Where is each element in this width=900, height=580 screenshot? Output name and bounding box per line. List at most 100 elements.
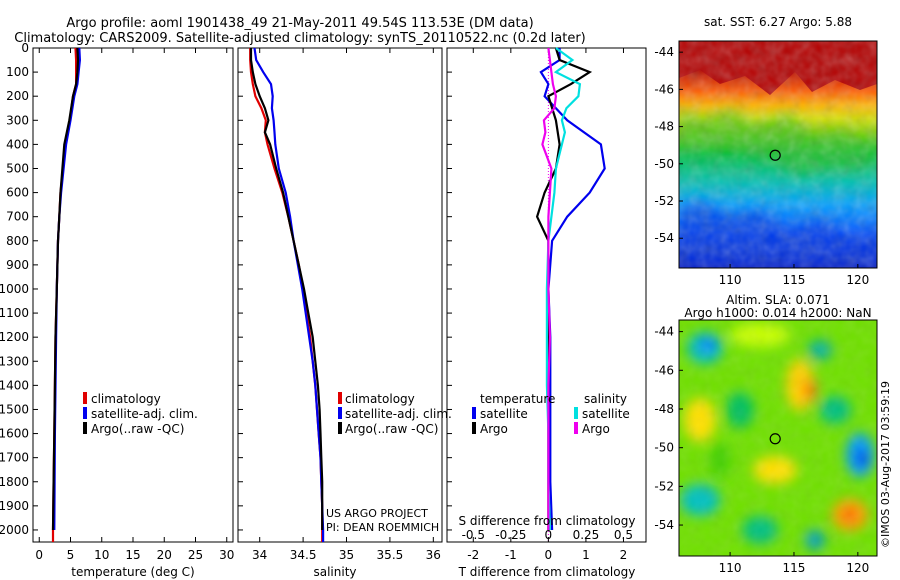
diff-legend-title-salinity: salinity	[584, 392, 627, 406]
temperature-y-ticks: 0 100 200 300 400 500 600 700 800 900 1000 1100 1200…	[0, 41, 38, 537]
difference-s-label: S difference from climatology	[459, 514, 636, 528]
salinity-panel: 34 34.5 35 35.5 36 salinity climatology sate…	[237, 47, 452, 579]
temperature-panel-line-1	[53, 47, 82, 531]
temp-x-tick-label-0: 0	[35, 548, 43, 562]
temperature-series	[51, 47, 82, 542]
temp-x-tick-label-2: 10	[94, 548, 109, 562]
temp-legend-swatch-argo	[83, 422, 87, 434]
sst-lat-tick-label-1: -46	[654, 82, 674, 96]
sla-lat-tick-label-1: -46	[654, 363, 674, 377]
sst-lat-tick-label-4: -52	[654, 194, 674, 208]
sst-map-image	[679, 41, 877, 268]
temperature-x-label: temperature (deg C)	[71, 565, 194, 579]
sst-lon-tick-label-1: 115	[783, 273, 806, 287]
depth-tick-label-15: 1500	[0, 402, 29, 416]
diff-x-tick-label-1: -1	[505, 548, 517, 562]
depth-tick-label-11: 1100	[0, 306, 29, 320]
depth-tick-label-16: 1600	[0, 427, 29, 441]
sal-legend-swatch-climatology	[338, 392, 342, 404]
diff-x-tick-label-2: 0	[545, 548, 553, 562]
diff-s-tick-label-4: 0.5	[614, 528, 633, 542]
sst-lat-tick-label-2: -48	[654, 120, 674, 134]
sla-map-subtitle: Argo h1000: 0.014 h2000: NaN	[684, 306, 871, 320]
temp-x-tick-label-4: 20	[157, 548, 172, 562]
sla-map-title: Altim. SLA: 0.071	[726, 293, 830, 307]
sst-lat-tick-label-5: -54	[654, 231, 674, 245]
salinity-plot-frame	[237, 47, 443, 543]
difference-x-label: T difference from climatology	[458, 565, 636, 579]
depth-tick-label-14: 1400	[0, 378, 29, 392]
sst-lon-tick-label-2: 120	[846, 273, 869, 287]
depth-tick-label-19: 1900	[0, 499, 29, 513]
sla-lat-tick-label-3: -50	[654, 441, 674, 455]
temperature-legend: climatology satellite-adj. clim. Argo(..…	[83, 392, 198, 436]
sal-x-tick-label-3: 35.5	[377, 548, 404, 562]
diff-legend-title-temperature: temperature	[480, 392, 555, 406]
salinity-legend: climatology satellite-adj. clim. Argo(..…	[338, 392, 452, 436]
salinity-x-label: salinity	[313, 565, 356, 579]
temp-legend-satellite: satellite-adj. clim.	[91, 407, 198, 421]
difference-x-ticks: -2 -1 0 1 2	[447, 47, 628, 562]
sal-legend-swatch-argo	[338, 422, 342, 434]
difference-s-ticks: -0.5 -0.25 0 0.25 0.5	[462, 528, 633, 542]
credit-imos: ©IMOS 03-Aug-2017 03:59:19	[879, 381, 892, 548]
sal-x-tick-label-4: 36	[426, 548, 441, 562]
sla-map-y-ticks: -44 -46 -48 -50 -52 -54	[654, 325, 683, 532]
depth-tick-label-1: 100	[6, 65, 29, 79]
temp-legend-climatology: climatology	[91, 392, 161, 406]
temp-x-tick-label-1: 5	[67, 548, 75, 562]
depth-tick-label-8: 800	[6, 234, 29, 248]
diff-s-tick-label-1: -0.25	[495, 528, 526, 542]
diff-x-tick-label-3: 1	[582, 548, 590, 562]
depth-tick-label-12: 1200	[0, 330, 29, 344]
diff-legend-temp-argo: Argo	[480, 422, 508, 436]
temperature-panel-line-2	[51, 47, 80, 531]
sla-map-image	[679, 320, 877, 556]
sst-argo-position-marker	[769, 149, 781, 161]
sst-map-x-ticks: 110 115 120	[719, 264, 869, 287]
diff-x-tick-label-4: 2	[620, 548, 628, 562]
sal-x-tick-label-1: 34.5	[290, 548, 317, 562]
sst-lat-tick-label-0: -44	[654, 45, 674, 59]
diff-s-tick-label-0: -0.5	[462, 528, 485, 542]
sal-legend-climatology: climatology	[345, 392, 415, 406]
difference-series	[535, 47, 606, 531]
diff-legend-sal-satellite: satellite	[582, 407, 630, 421]
salinity-panel-line-0	[249, 48, 324, 542]
diff-x-tick-label-0: -2	[467, 548, 479, 562]
depth-tick-label-18: 1800	[0, 475, 29, 489]
depth-tick-label-5: 500	[6, 161, 29, 175]
diff-legend-temp-satellite: satellite	[480, 407, 528, 421]
temperature-x-ticks: 0 5 10 15 20 25 30	[35, 48, 234, 562]
sst-map-frame	[678, 40, 878, 269]
sst-lon-tick-label-0: 110	[719, 273, 742, 287]
sla-map-panel: Altim. SLA: 0.071 Argo h1000: 0.014 h200…	[654, 293, 878, 575]
difference-panel: -2 -1 0 1 2 -0.5 -0.25 0 0.25 0.5 T difference f…	[446, 47, 647, 579]
diff-legend-swatch-temp-argo	[472, 422, 476, 434]
temp-legend-swatch-satellite	[83, 407, 87, 419]
figure-title-line1: Argo profile: aoml 1901438_49 21-May-201…	[66, 16, 533, 31]
sla-lon-tick-label-1: 115	[783, 561, 806, 575]
difference-legend: temperature salinity satellite Argo sate…	[472, 392, 630, 436]
difference-line-0	[539, 48, 606, 531]
sst-map-title: sat. SST: 6.27 Argo: 5.88	[704, 15, 852, 29]
sla-lat-tick-label-2: -48	[654, 402, 674, 416]
diff-legend-swatch-temp-satellite	[472, 407, 476, 419]
temp-x-tick-label-5: 25	[188, 548, 203, 562]
credit-project: US ARGO PROJECT	[326, 507, 428, 520]
depth-tick-label-10: 1000	[0, 282, 29, 296]
depth-tick-label-3: 300	[6, 113, 29, 127]
diff-legend-sal-argo: Argo	[582, 422, 610, 436]
sal-legend-satellite: satellite-adj. clim.	[345, 407, 452, 421]
depth-tick-label-6: 600	[6, 186, 29, 200]
difference-line-2	[545, 47, 582, 531]
depth-tick-label-4: 400	[6, 137, 29, 151]
temperature-plot-frame	[32, 47, 234, 543]
figure-title-line2: Climatology: CARS2009. Satellite-adjuste…	[14, 31, 586, 46]
sla-lat-tick-label-4: -52	[654, 479, 674, 493]
temp-legend-argo: Argo(..raw -QC)	[91, 422, 184, 436]
difference-plot-frame	[446, 47, 647, 543]
depth-tick-label-20: 2000	[0, 523, 29, 537]
temperature-panel: 0100200300400500600700800900100011001200…	[0, 41, 234, 579]
temp-legend-swatch-climatology	[83, 392, 87, 404]
